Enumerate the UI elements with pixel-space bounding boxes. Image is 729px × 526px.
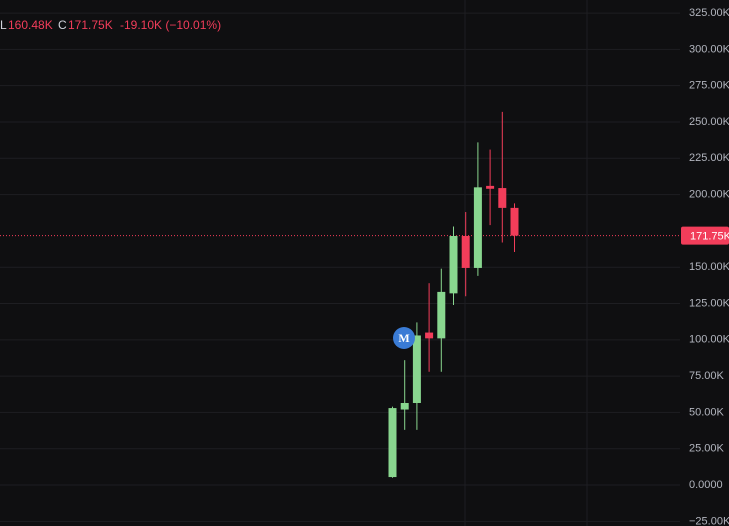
candle-body [449, 235, 458, 294]
candle-body [437, 291, 446, 339]
y-tick-label: 25.00K [689, 443, 725, 455]
marker-label: M [398, 331, 409, 345]
y-tick-label: 100.00K [689, 334, 729, 346]
candle-body [425, 332, 434, 339]
ohlc-legend: L160.48K C171.75K -19.10K (−10.01%) [0, 18, 221, 32]
last-price-box [681, 226, 729, 245]
last-price-label: 171.75K [690, 231, 729, 243]
y-tick-label: 125.00K [689, 297, 729, 309]
legend-item: C [58, 18, 67, 32]
candle-body [388, 408, 397, 478]
y-tick-label: 275.00K [689, 80, 729, 92]
candle-body [510, 207, 519, 236]
candle-body [473, 187, 482, 268]
y-tick-label: 225.00K [689, 152, 729, 164]
candle-body [498, 188, 507, 208]
candle-body [400, 402, 409, 410]
y-tick-label: 0.0000 [689, 479, 723, 491]
legend-item: -19.10K (−10.01%) [120, 18, 221, 32]
marker-icon [393, 327, 415, 349]
y-tick-label: 300.00K [689, 43, 729, 55]
y-tick-label: 250.00K [689, 116, 729, 128]
legend-item: L [0, 18, 7, 32]
y-tick-label: 150.00K [689, 261, 729, 273]
y-tick-label: 200.00K [689, 189, 729, 201]
y-tick-label: 50.00K [689, 406, 725, 418]
y-tick-label: −25.00K [689, 515, 729, 526]
legend-item: 171.75K [68, 18, 113, 32]
y-tick-label: 75.00K [689, 370, 725, 382]
legend-item: 160.48K [8, 18, 53, 32]
y-tick-label: 325.00K [689, 7, 729, 19]
candle-body [412, 335, 421, 403]
candle-body [461, 235, 470, 268]
candle-body [486, 185, 495, 189]
